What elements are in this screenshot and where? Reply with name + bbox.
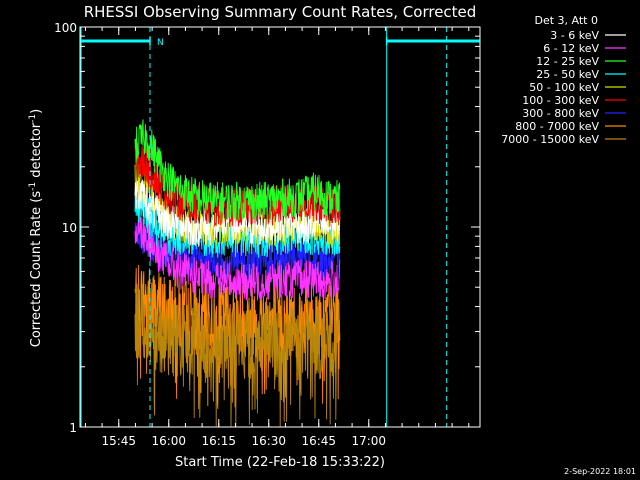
y-tick-label-1: 100: [54, 21, 77, 35]
legend-label-3: 12 - 25 keV: [536, 55, 599, 68]
legend-label-1: 3 - 6 keV: [550, 29, 599, 42]
x-tick-label-1: 15:45: [101, 434, 136, 448]
legend-label-9: 7000 - 15000 keV: [501, 133, 599, 146]
x-tick-label-3: 16:15: [201, 434, 236, 448]
y-tick-label-2: 10: [62, 221, 77, 235]
legend-label-4: 25 - 50 keV: [536, 68, 599, 81]
legend-label-6: 100 - 300 keV: [522, 94, 599, 107]
y-tick-label-3: 1: [69, 421, 77, 435]
series-line-9: [134, 283, 341, 428]
y-axis-label-mid: detector: [29, 122, 44, 182]
legend-label-2: 6 - 12 keV: [543, 42, 599, 55]
x-tick-label-6: 17:00: [351, 434, 386, 448]
y-axis-label-main: Corrected Count Rate (s: [29, 191, 44, 348]
series-line-2: [134, 216, 341, 301]
chart-title: RHESSI Observing Summary Count Rates, Co…: [84, 3, 477, 21]
legend-header: Det 3, Att 0: [535, 14, 599, 27]
overlay-layer: N: [80, 27, 480, 427]
legend-label-5: 50 - 100 keV: [529, 81, 599, 94]
footer-timestamp: 2-Sep-2022 18:01: [564, 467, 636, 476]
series-line-1: [134, 178, 341, 248]
legend-label-8: 800 - 7000 keV: [515, 120, 599, 133]
y-axis-label-end: ): [29, 109, 44, 114]
y-axis-label-sup2: -1: [28, 114, 38, 123]
y-axis-label-sup1: -1: [28, 182, 38, 191]
night-marker-label: N: [157, 38, 164, 48]
x-tick-label-2: 16:00: [151, 434, 186, 448]
legend-label-7: 300 - 800 keV: [522, 107, 599, 120]
y-axis-label: Corrected Count Rate (s-1 detector-1): [28, 109, 44, 347]
x-axis-label: Start Time (22-Feb-18 15:33:22): [175, 455, 385, 470]
axis-layer: 15:45 16:00 16:15 16:30 16:45 17:00 100 10 1: [54, 21, 480, 448]
x-tick-label-5: 16:45: [301, 434, 336, 448]
data-layer: [134, 119, 341, 428]
x-tick-label-4: 16:30: [251, 434, 286, 448]
series-line-3: [134, 119, 341, 221]
